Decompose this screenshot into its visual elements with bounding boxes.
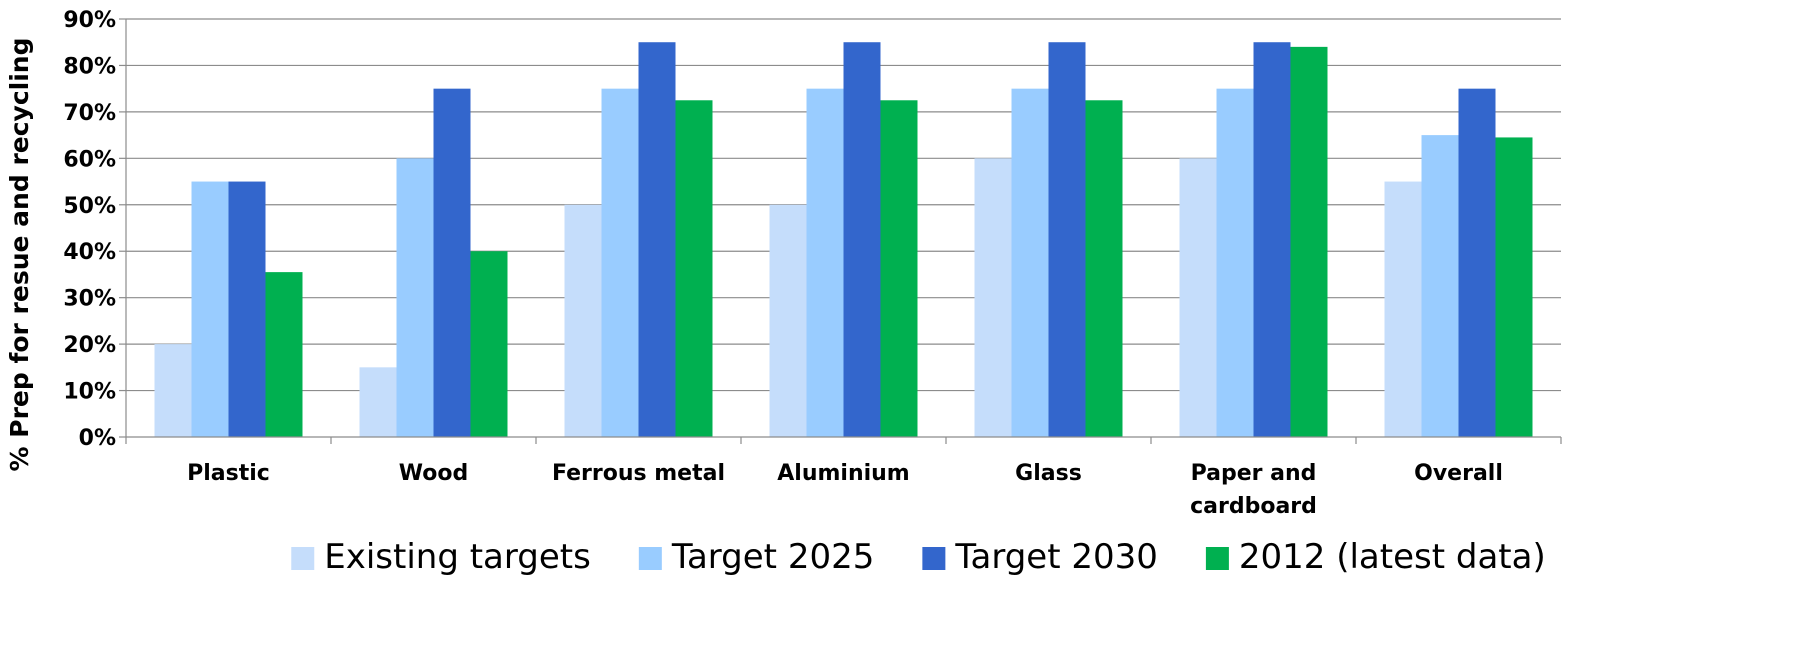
bar bbox=[1085, 100, 1123, 438]
x-category-label: Aluminium bbox=[777, 461, 909, 486]
bar bbox=[601, 88, 639, 438]
y-tick-label: 20% bbox=[63, 333, 116, 358]
legend-item: Target 2030 bbox=[922, 537, 1158, 577]
x-category-label: Glass bbox=[1015, 461, 1082, 486]
y-axis-title: % Prep for resue and recycling bbox=[5, 38, 34, 472]
legend-item: Existing targets bbox=[291, 537, 591, 577]
bar bbox=[1179, 158, 1217, 438]
bar bbox=[1495, 137, 1533, 437]
bar bbox=[1253, 42, 1291, 437]
legend-item: 2012 (latest data) bbox=[1205, 537, 1546, 577]
y-tick-label: 40% bbox=[63, 240, 116, 265]
bars bbox=[154, 42, 1533, 438]
bar bbox=[974, 158, 1012, 438]
bar bbox=[1290, 46, 1328, 437]
y-tick-label: 50% bbox=[63, 194, 116, 219]
x-category-label: Plastic bbox=[187, 461, 270, 486]
legend-label: Target 2025 bbox=[671, 537, 875, 577]
y-axis-tick-labels: 0% 10% 20% 30% 40% 50% 60% 70% 80% 90% bbox=[63, 8, 116, 451]
bar bbox=[675, 100, 713, 438]
x-axis-category-labels: Plastic Wood Ferrous metal Aluminium Glass Pa… bbox=[187, 461, 1503, 519]
y-tick-label: 60% bbox=[63, 147, 116, 172]
legend: Existing targets Target 2025 Target 2030 20… bbox=[291, 537, 1546, 577]
legend-swatch bbox=[1205, 547, 1229, 570]
bar bbox=[1458, 88, 1496, 438]
legend-label: Existing targets bbox=[324, 537, 591, 577]
bar bbox=[265, 272, 303, 437]
legend-swatch bbox=[291, 547, 315, 570]
bar bbox=[191, 181, 229, 437]
legend-swatch bbox=[922, 547, 946, 570]
bar bbox=[843, 42, 881, 437]
y-tick-label: 10% bbox=[63, 380, 116, 405]
axes bbox=[119, 18, 1562, 444]
bar bbox=[1216, 88, 1254, 438]
bar bbox=[396, 158, 434, 438]
legend-swatch bbox=[638, 547, 662, 570]
y-tick-label: 70% bbox=[63, 101, 116, 126]
y-tick-label: 0% bbox=[79, 426, 116, 451]
bar bbox=[806, 88, 844, 438]
bar bbox=[880, 100, 918, 438]
bar bbox=[228, 181, 266, 437]
legend-item: Target 2025 bbox=[638, 537, 875, 577]
legend-label: 2012 (latest data) bbox=[1239, 537, 1546, 577]
bar bbox=[1011, 88, 1049, 438]
y-tick-label: 80% bbox=[63, 54, 116, 79]
bar bbox=[1421, 135, 1459, 437]
x-category-label: Overall bbox=[1414, 461, 1503, 486]
bar bbox=[359, 367, 397, 437]
bar bbox=[433, 88, 471, 438]
bar bbox=[1384, 181, 1422, 437]
y-tick-label: 90% bbox=[63, 8, 116, 33]
bar bbox=[1048, 42, 1086, 437]
bar bbox=[154, 344, 192, 437]
x-category-label: Ferrous metal bbox=[552, 461, 725, 486]
bar bbox=[638, 42, 676, 437]
x-category-label: Paper and bbox=[1191, 461, 1317, 486]
x-category-label: cardboard bbox=[1190, 494, 1317, 519]
bar bbox=[564, 204, 602, 437]
legend-label: Target 2030 bbox=[954, 537, 1158, 577]
bar bbox=[769, 204, 807, 437]
bar bbox=[470, 251, 508, 437]
x-category-label: Wood bbox=[399, 461, 468, 486]
y-tick-label: 30% bbox=[63, 287, 116, 312]
